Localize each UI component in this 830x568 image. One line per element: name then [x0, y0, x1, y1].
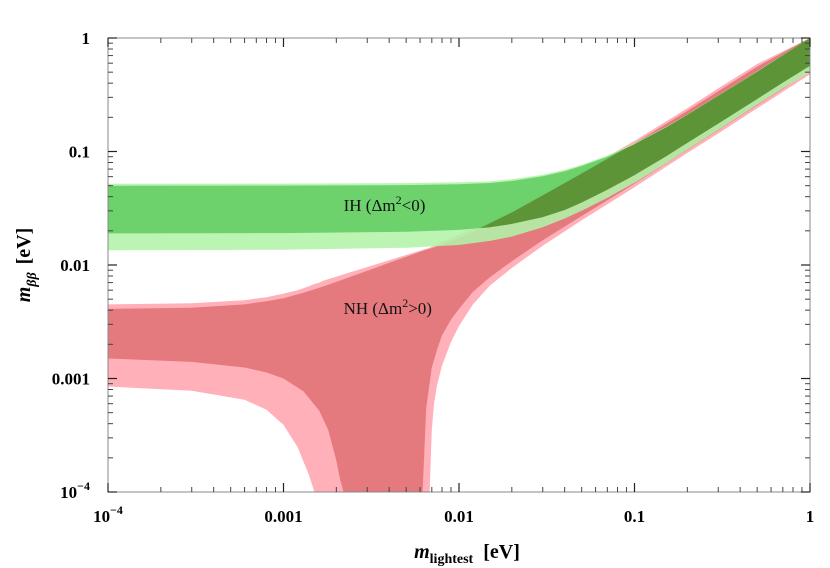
x-tick-label: 1: [806, 507, 815, 526]
y-tick-label: 10−4: [60, 479, 90, 502]
x-tick-label: 0.01: [444, 507, 474, 526]
tick-layer: 10−4 0.001 0.01 0.1 1 10−4 0.001 0.01 0.1 1: [52, 29, 815, 526]
x-tick-label: 0.001: [264, 507, 302, 526]
annotation-layer: IH (Δm2<0) NH (Δm2>0): [344, 193, 432, 318]
x-tick-label: 0.1: [624, 507, 645, 526]
nh-label: NH (Δm2>0): [344, 296, 432, 318]
axis-titles: mlightest [eV] mββ[eV]: [13, 228, 520, 567]
band-layer: [108, 38, 810, 492]
x-tick-label: 10−4: [93, 503, 123, 526]
y-axis-title: mββ[eV]: [13, 228, 40, 303]
y-tick-label: 0.01: [60, 256, 90, 275]
y-tick-label: 0.1: [69, 143, 90, 162]
y-tick-label: 0.001: [52, 370, 90, 389]
x-axis-title: mlightest [eV]: [414, 541, 520, 567]
y-tick-label: 1: [82, 29, 91, 48]
ih-label: IH (Δm2<0): [344, 193, 426, 215]
